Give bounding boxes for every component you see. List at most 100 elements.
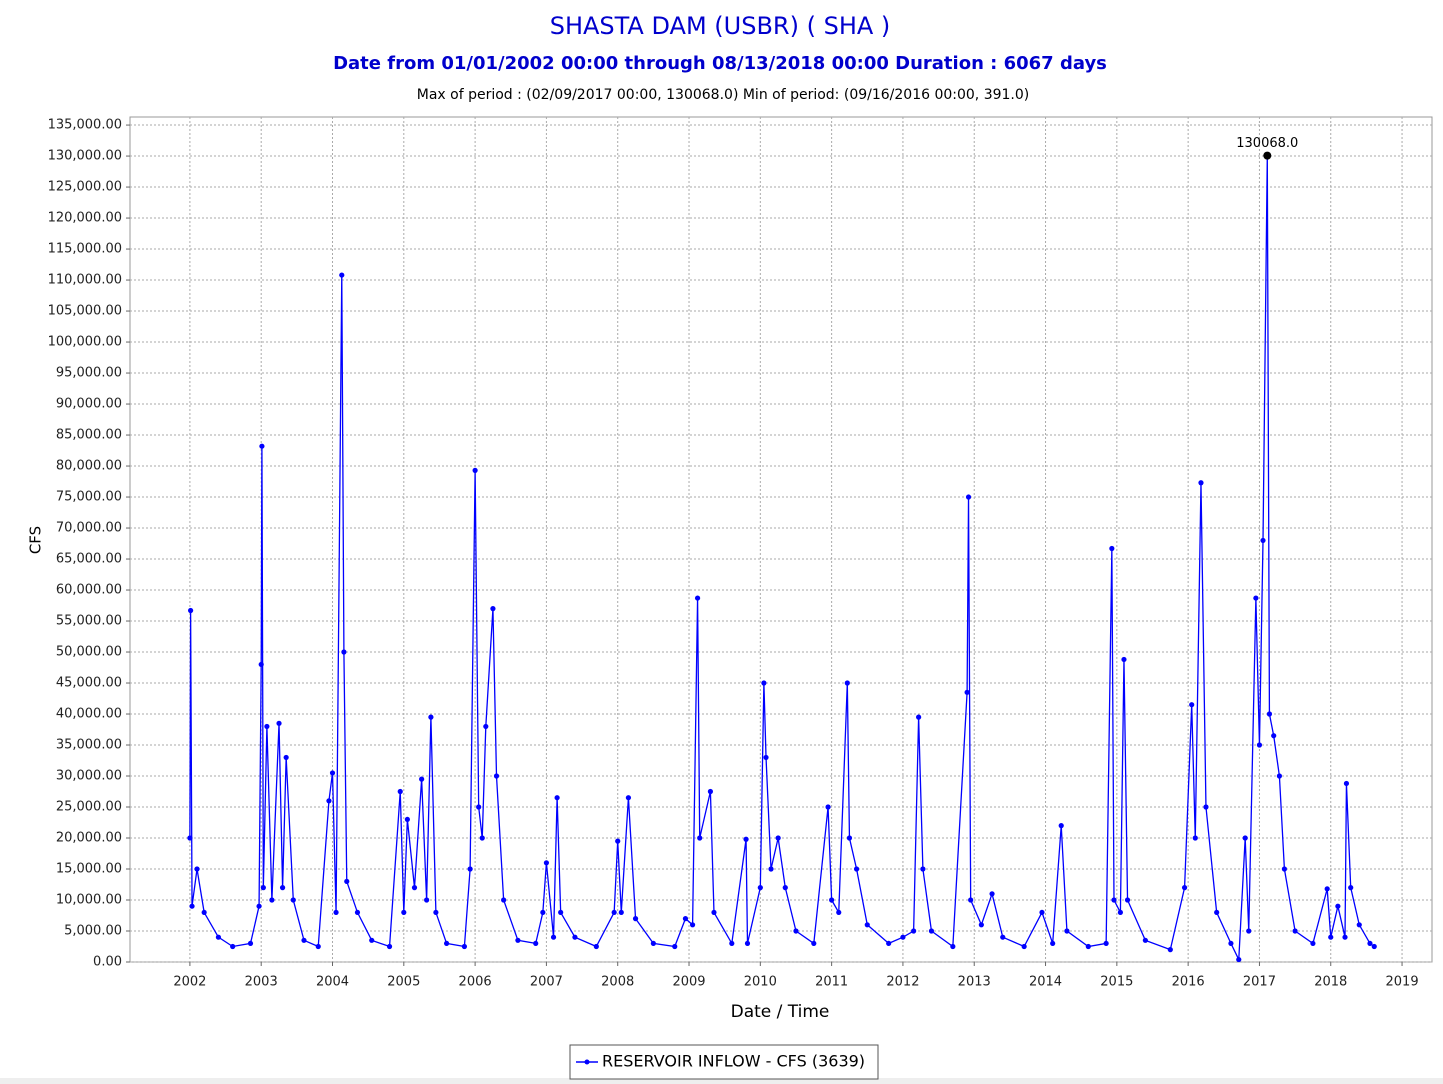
y-tick-label: 10,000.00 [56, 893, 122, 908]
data-point [1198, 480, 1204, 486]
data-point [341, 649, 347, 655]
data-point [1142, 937, 1148, 943]
data-point [743, 836, 749, 842]
data-point [490, 606, 496, 612]
data-point [900, 934, 906, 940]
data-point [1203, 804, 1209, 810]
y-tick-label: 95,000.00 [56, 366, 122, 381]
y-tick-label: 120,000.00 [48, 211, 122, 226]
legend-box [569, 1044, 879, 1080]
chart-subtitle: Date from 01/01/2002 00:00 through 08/13… [333, 53, 1107, 74]
data-point [1058, 823, 1064, 829]
data-point [483, 723, 489, 730]
data-point [1292, 928, 1298, 934]
data-point [928, 928, 935, 934]
x-tick-label: 2011 [815, 975, 848, 990]
x-tick-label: 2019 [1386, 975, 1419, 990]
data-point [269, 897, 275, 903]
data-point [201, 909, 207, 916]
data-point [611, 909, 617, 916]
data-point [1064, 928, 1070, 934]
legend-marker [584, 1059, 590, 1065]
data-point [260, 885, 266, 891]
data-point [1167, 947, 1173, 953]
x-tick-label: 2010 [744, 975, 777, 990]
data-point [1271, 733, 1277, 739]
y-tick-label: 25,000.00 [56, 800, 122, 815]
data-point [968, 897, 974, 903]
data-point [230, 943, 236, 950]
data-point [1236, 956, 1242, 963]
data-point [1276, 773, 1283, 779]
data-point [964, 689, 970, 695]
data-point [472, 467, 478, 473]
plot-area [129, 116, 1433, 963]
data-point [326, 798, 332, 804]
x-tick-label: 2014 [1029, 975, 1062, 990]
data-point [811, 940, 817, 947]
y-tick-label: 75,000.00 [56, 490, 122, 505]
data-point [301, 937, 307, 943]
data-point [697, 835, 703, 841]
legend: RESERVOIR INFLOW - CFS (3639) [569, 1044, 879, 1080]
y-tick-label: 130,000.00 [48, 149, 122, 164]
y-tick-label: 45,000.00 [56, 676, 122, 691]
data-point [844, 680, 850, 686]
x-tick-label: 2015 [1100, 975, 1133, 990]
data-point [404, 816, 410, 823]
y-tick-label: 85,000.00 [56, 428, 122, 443]
footer-strip [0, 1078, 1443, 1084]
x-tick-label: 2007 [530, 975, 563, 990]
data-point [853, 866, 860, 872]
data-point [467, 866, 473, 872]
y-tick-label: 30,000.00 [56, 769, 122, 784]
data-point [572, 934, 578, 940]
data-point [344, 878, 350, 885]
data-point [632, 916, 639, 922]
data-point [1189, 702, 1195, 708]
data-point [1260, 537, 1266, 544]
data-point [479, 835, 485, 841]
data-point [1000, 934, 1006, 940]
y-axis-label: CFS [27, 526, 45, 554]
x-tick-label: 2017 [1243, 975, 1276, 990]
data-point [1348, 885, 1354, 891]
data-point [386, 943, 393, 950]
y-tick-label: 50,000.00 [56, 645, 122, 660]
data-point [989, 891, 995, 897]
data-point [461, 943, 468, 950]
data-point [276, 720, 282, 726]
data-point [1117, 909, 1124, 916]
chart-caption: Max of period : (02/09/2017 00:00, 13006… [417, 87, 1030, 103]
data-point [782, 885, 788, 891]
x-tick-label: 2008 [601, 975, 634, 990]
data-point [744, 940, 751, 947]
data-point [419, 776, 425, 782]
data-point [290, 897, 296, 903]
data-point [1335, 903, 1341, 909]
data-point [1343, 780, 1350, 787]
data-point [1266, 711, 1273, 717]
data-point [194, 866, 200, 872]
data-point [836, 909, 842, 916]
chart-title: SHASTA DAM (USBR) ( SHA ) [550, 12, 891, 40]
data-point [694, 595, 701, 601]
data-point [1367, 940, 1373, 947]
data-point [279, 885, 286, 891]
data-point [1050, 940, 1056, 947]
data-point [1342, 934, 1348, 940]
data-point [1192, 835, 1198, 841]
data-point [1256, 742, 1263, 748]
data-point [339, 272, 345, 278]
x-tick-label: 2005 [387, 975, 420, 990]
plot: 130068.0 [187, 136, 1377, 963]
data-point [256, 903, 262, 909]
data-point [533, 940, 539, 947]
data-point [1310, 940, 1316, 947]
data-point [672, 943, 678, 950]
y-tick-label: 100,000.00 [48, 335, 122, 350]
data-point [682, 916, 689, 922]
data-point [264, 723, 270, 730]
data-point [729, 940, 735, 947]
